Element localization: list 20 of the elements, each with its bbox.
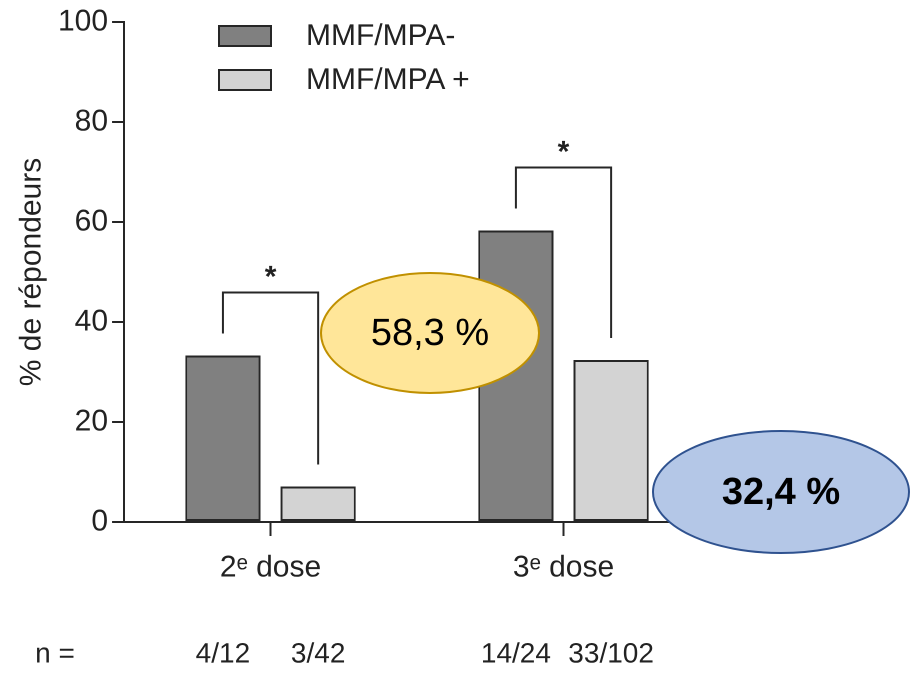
y-tick-label: 80 — [74, 104, 108, 138]
y-axis-title: % de répondeurs — [14, 158, 48, 386]
text: 14/24 — [480, 638, 551, 669]
text: 32,4 % — [722, 471, 840, 513]
text: 33/102 — [568, 638, 654, 669]
x-tick-label: 2ᵉ dose — [220, 550, 322, 584]
text: 4/12 — [196, 638, 250, 669]
y-tick-label: 100 — [58, 4, 108, 38]
legend-label: MMF/MPA- — [306, 19, 456, 53]
annotation: * — [558, 136, 570, 168]
y-tick-label: 60 — [74, 204, 108, 238]
annotation: 58,3 % — [370, 312, 490, 354]
y-tick-label: 20 — [74, 404, 108, 438]
annotation: * — [264, 260, 277, 294]
text: 3/42 — [290, 638, 346, 669]
x-tick-label: 3ᵉ dose — [512, 550, 614, 584]
y-tick-label: 0 — [91, 504, 108, 538]
y-tick-label: 40 — [74, 304, 108, 338]
legend-label: MMF/MPA + — [306, 63, 470, 97]
text: n = — [35, 638, 75, 669]
